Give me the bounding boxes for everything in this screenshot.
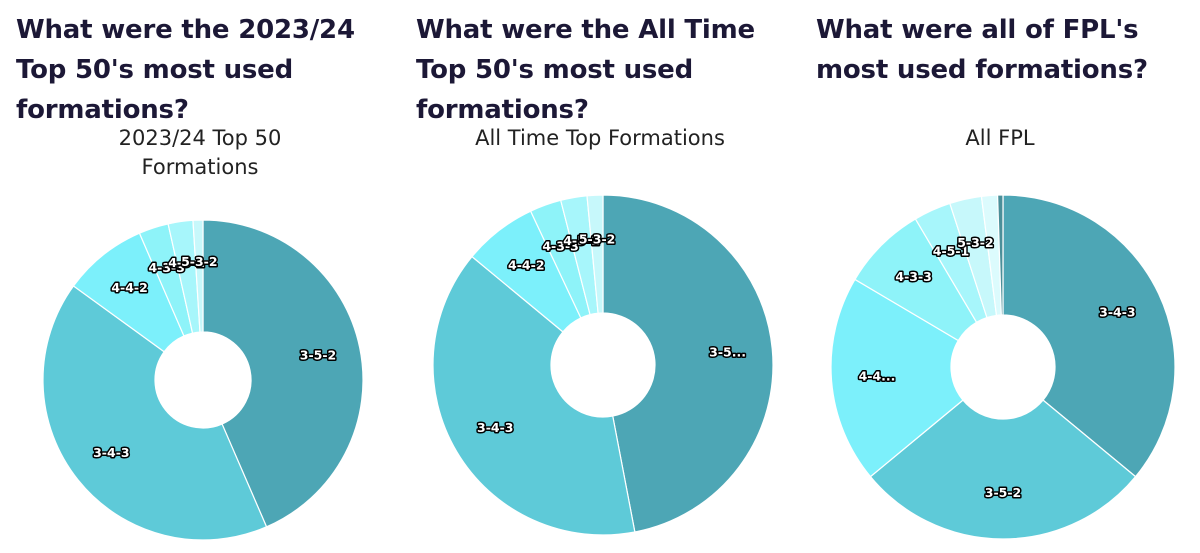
slice-label: 3-4-3 [93,445,129,460]
slice-label: 5-3-2 [957,235,993,250]
slice-label: 4-5-1 [563,233,599,248]
slice-label: 4-3-3 [895,269,931,284]
slice-4-4- [830,278,964,478]
slice-3-4-3 [1002,194,1176,478]
panel-heading: What were the All Time Top 50's most use… [416,15,755,125]
panel-all-time-top50: What were the All Time Top 50's most use… [400,0,800,553]
slice-label: 5-3-2 [181,254,217,269]
slice-3-5-2 [869,399,1137,540]
chart-title: All FPL [965,126,1035,150]
donut-chart-top50-2023: 3-5-2 3-4-3 4-4-24-3-34-5-15-3-2 [42,219,364,541]
donut-chart-all-time: 3-5... 3-4-3 4-4-2 4-3-34-5-15-3-2 [432,194,774,536]
slice-label: 4-3-3 [148,260,184,275]
panel-top50-2023: What were the 2023/24 Top 50's most used… [0,0,400,553]
slice-3-4-3 [432,255,636,536]
slice-label: 4-5-1 [933,243,969,258]
slice-3-5-2 [202,219,364,528]
slice-3-4-3 [42,285,268,541]
panel-all-fpl: What were all of FPL's most used formati… [800,0,1200,553]
slice-label: 3-5... [709,345,746,360]
chart-title: 2023/24 Top 50 Formations [118,126,282,179]
slice-3-5- [602,194,774,533]
slice-label: 5-3-2 [579,231,615,246]
slice-label: 3-5-2 [300,348,336,363]
panel-heading: What were all of FPL's most used formati… [816,15,1148,85]
slice-5-3-2 [192,219,204,333]
slice-label: 3-4-3 [477,420,513,435]
donut-chart-all-fpl: 3-4-3 3-5-2 4-4... 4-3-34-5-15-3-2 [830,194,1176,540]
slice-label: 4-3-3 [542,239,578,254]
slice-5-3-2 [586,194,604,314]
slice-label: 4-4... [859,368,896,383]
panel-heading: What were the 2023/24 Top 50's most used… [16,15,355,125]
slice-label: 4-5-1 [168,255,204,270]
chart-title: All Time Top Formations [475,126,725,150]
slice-other-7 [996,194,1004,316]
slice-label: 3-5-2 [985,485,1021,500]
slice-label: 3-4-3 [1099,305,1135,320]
slice-label: 4-4-2 [111,280,147,295]
slice-label: 4-4-2 [508,258,544,273]
